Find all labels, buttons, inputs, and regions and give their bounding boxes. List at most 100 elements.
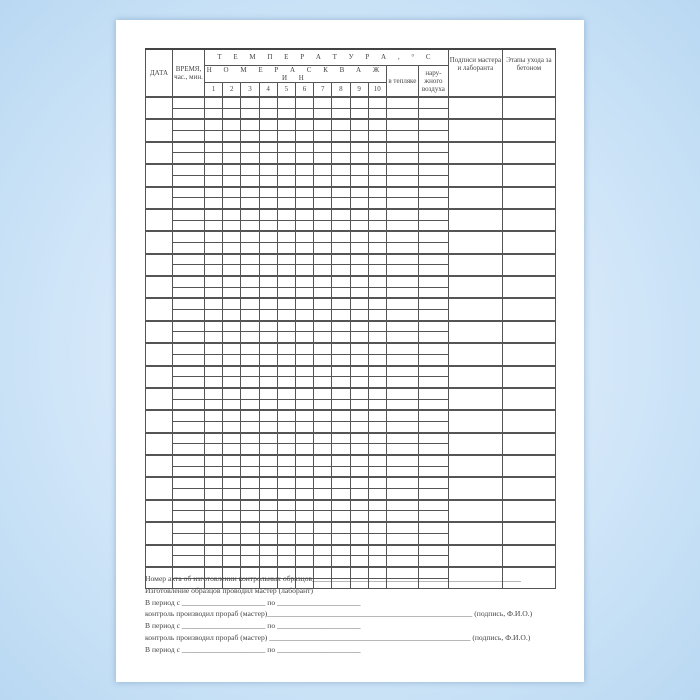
well-temp-cell[interactable] (313, 521, 333, 534)
greenhouse-temp-cell[interactable] (385, 409, 419, 422)
well-temp-cell[interactable] (203, 319, 224, 333)
well-temp-cell[interactable] (349, 488, 369, 501)
well-temp-cell[interactable] (349, 510, 369, 523)
well-temp-cell[interactable] (349, 264, 369, 277)
well-temp-cell[interactable] (222, 453, 242, 467)
well-temp-cell[interactable] (203, 95, 224, 109)
greenhouse-temp-cell[interactable] (385, 476, 419, 490)
well-temp-cell[interactable] (240, 297, 260, 311)
well-temp-cell[interactable] (367, 353, 387, 367)
time-cell[interactable] (172, 197, 205, 210)
well-temp-cell[interactable] (203, 140, 224, 154)
stage-cell[interactable] (501, 476, 556, 501)
well-temp-cell[interactable] (349, 197, 369, 210)
date-cell[interactable] (145, 521, 173, 546)
well-temp-cell[interactable] (367, 118, 387, 132)
well-temp-cell[interactable] (294, 376, 315, 389)
well-temp-cell[interactable] (331, 264, 351, 277)
well-temp-cell[interactable] (276, 286, 296, 299)
well-temp-cell[interactable] (222, 241, 242, 255)
well-temp-cell[interactable] (276, 107, 296, 120)
well-temp-cell[interactable] (294, 286, 315, 299)
well-temp-cell[interactable] (349, 409, 369, 422)
stage-cell[interactable] (501, 521, 556, 546)
well-temp-cell[interactable] (222, 319, 242, 333)
well-temp-cell[interactable] (240, 443, 260, 456)
well-temp-cell[interactable] (313, 364, 333, 378)
well-temp-cell[interactable] (222, 207, 242, 221)
well-temp-cell[interactable] (222, 555, 242, 568)
well-temp-cell[interactable] (367, 286, 387, 299)
time-cell[interactable] (172, 241, 205, 255)
well-temp-cell[interactable] (240, 130, 260, 143)
outdoor-temp-cell[interactable] (417, 510, 449, 523)
time-cell[interactable] (172, 488, 205, 501)
well-temp-cell[interactable] (294, 565, 315, 579)
well-temp-cell[interactable] (367, 219, 387, 232)
well-temp-cell[interactable] (203, 118, 224, 132)
well-temp-cell[interactable] (276, 565, 296, 579)
well-temp-cell[interactable] (294, 510, 315, 523)
well-temp-cell[interactable] (276, 376, 296, 389)
well-temp-cell[interactable] (313, 498, 333, 512)
well-temp-cell[interactable] (294, 331, 315, 344)
well-temp-cell[interactable] (276, 319, 296, 333)
outdoor-temp-cell[interactable] (417, 152, 449, 165)
time-cell[interactable] (172, 443, 205, 456)
outdoor-temp-cell[interactable] (417, 95, 449, 109)
greenhouse-temp-cell[interactable] (385, 443, 419, 456)
well-temp-cell[interactable] (276, 185, 296, 199)
outdoor-temp-cell[interactable] (417, 420, 449, 434)
well-temp-cell[interactable] (240, 230, 260, 243)
well-temp-cell[interactable] (294, 465, 315, 478)
greenhouse-temp-cell[interactable] (385, 140, 419, 154)
well-temp-cell[interactable] (222, 498, 242, 512)
well-temp-cell[interactable] (203, 107, 224, 120)
well-temp-cell[interactable] (367, 577, 387, 590)
well-temp-cell[interactable] (222, 297, 242, 311)
greenhouse-temp-cell[interactable] (385, 207, 419, 221)
well-temp-cell[interactable] (222, 510, 242, 523)
well-temp-cell[interactable] (331, 163, 351, 176)
well-temp-cell[interactable] (367, 498, 387, 512)
well-temp-cell[interactable] (222, 252, 242, 266)
outdoor-temp-cell[interactable] (417, 185, 449, 199)
well-temp-cell[interactable] (331, 398, 351, 411)
well-temp-cell[interactable] (240, 163, 260, 176)
well-temp-cell[interactable] (294, 488, 315, 501)
well-temp-cell[interactable] (203, 274, 224, 288)
greenhouse-temp-cell[interactable] (385, 152, 419, 165)
greenhouse-temp-cell[interactable] (385, 465, 419, 478)
stage-cell[interactable] (501, 163, 556, 188)
well-temp-cell[interactable] (258, 376, 278, 389)
well-temp-cell[interactable] (367, 185, 387, 199)
well-temp-cell[interactable] (222, 364, 242, 378)
time-cell[interactable] (172, 476, 205, 490)
well-temp-cell[interactable] (222, 107, 242, 120)
time-cell[interactable] (172, 498, 205, 512)
well-temp-cell[interactable] (240, 118, 260, 132)
well-temp-cell[interactable] (331, 510, 351, 523)
time-cell[interactable] (172, 353, 205, 367)
well-temp-cell[interactable] (276, 420, 296, 434)
well-temp-cell[interactable] (203, 230, 224, 243)
stage-cell[interactable] (501, 118, 556, 143)
well-temp-cell[interactable] (258, 230, 278, 243)
well-temp-cell[interactable] (258, 364, 278, 378)
well-temp-cell[interactable] (240, 219, 260, 232)
greenhouse-temp-cell[interactable] (385, 219, 419, 232)
well-temp-cell[interactable] (331, 130, 351, 143)
greenhouse-temp-cell[interactable] (385, 230, 419, 243)
well-temp-cell[interactable] (258, 543, 278, 557)
greenhouse-temp-cell[interactable] (385, 197, 419, 210)
outdoor-temp-cell[interactable] (417, 498, 449, 512)
signature-cell[interactable] (447, 230, 503, 255)
well-temp-cell[interactable] (313, 342, 333, 355)
outdoor-temp-cell[interactable] (417, 565, 449, 579)
well-temp-cell[interactable] (331, 488, 351, 501)
stage-cell[interactable] (501, 342, 556, 367)
well-temp-cell[interactable] (276, 431, 296, 445)
well-temp-cell[interactable] (258, 453, 278, 467)
well-temp-cell[interactable] (203, 510, 224, 523)
well-temp-cell[interactable] (349, 476, 369, 490)
